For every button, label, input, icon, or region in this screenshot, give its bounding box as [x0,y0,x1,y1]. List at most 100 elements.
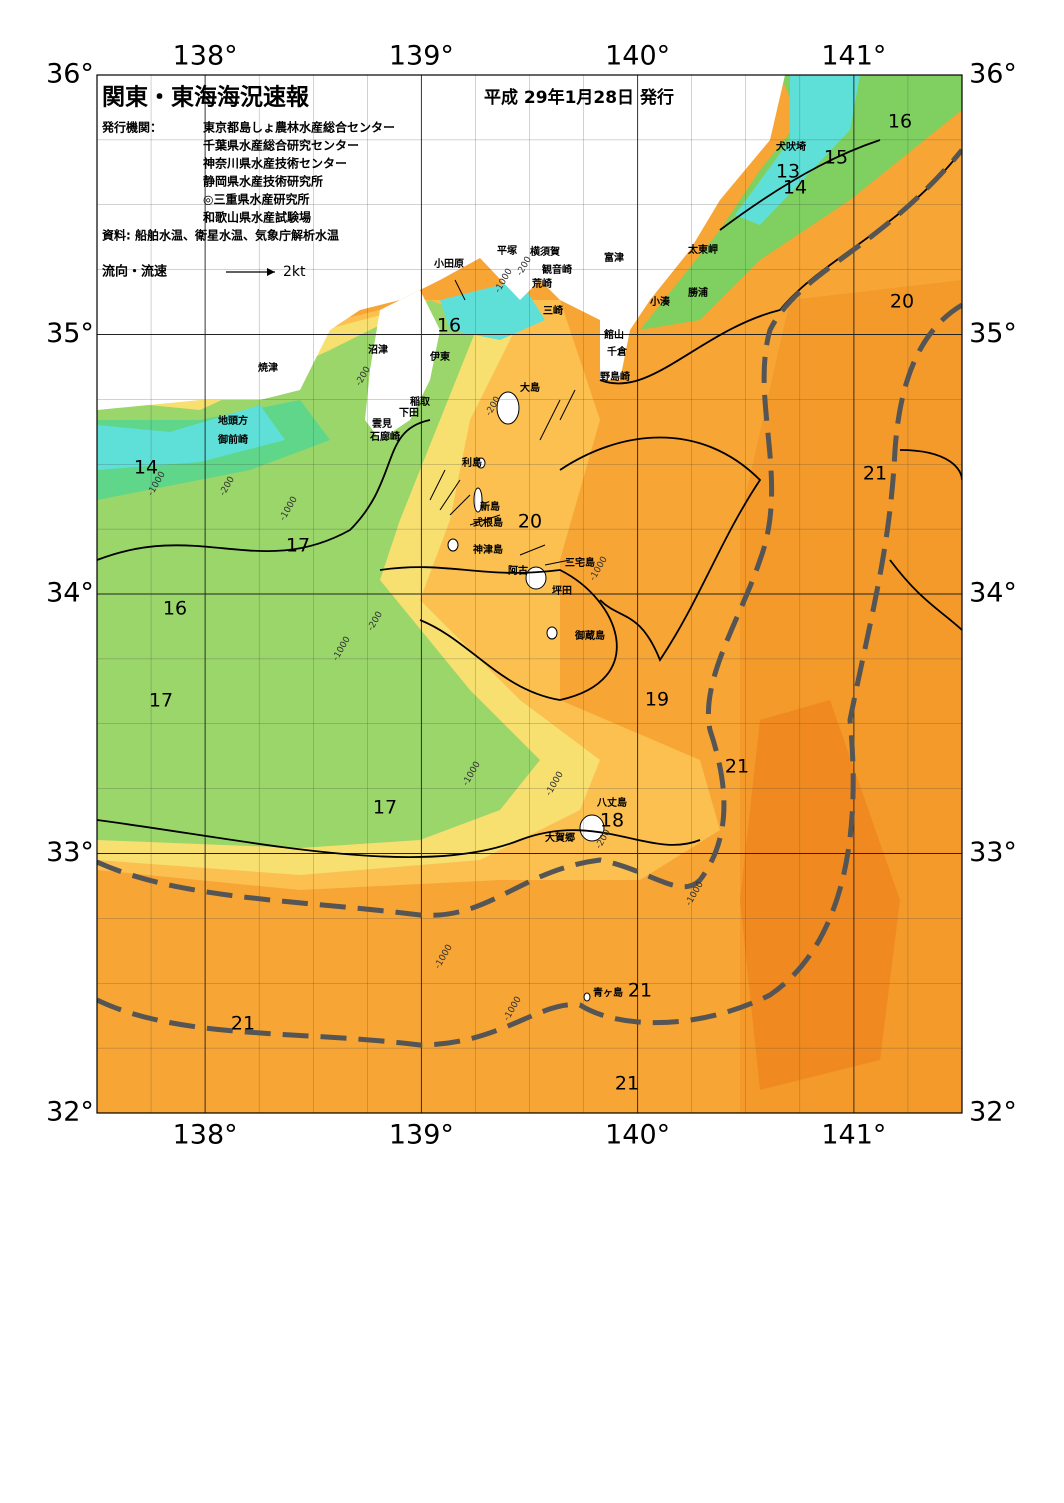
lat-tick-label: 36° [969,59,1017,90]
island [583,992,591,1002]
place-name: 八丈島 [596,796,627,809]
temperature-label: 21 [628,980,652,1002]
place-name: 犬吠埼 [776,140,806,153]
lon-tick-label: 140° [605,1120,670,1151]
place-name: 新島 [480,500,500,513]
place-name: 青ヶ島 [593,986,623,999]
issuer: 静岡県水産技術研究所 [203,174,323,189]
place-name: 地頭方 [218,414,248,427]
isotherm [97,419,431,561]
legend-label: 流向・流速 [102,264,167,280]
source: 資料: 船舶水温、衛星水温、気象庁解析水温 [102,228,339,243]
kuroshio-path [97,302,962,1048]
issuer-label: 発行機関： [101,120,162,135]
place-name: 雲見 [372,418,392,430]
temperature-label: 21 [231,1013,255,1035]
place-name: 観音崎 [542,263,572,276]
isotherm [97,819,701,858]
lat-tick-label: 34° [969,578,1017,609]
legend-scale: 2kt [283,264,306,280]
temperature-label: 20 [890,291,914,313]
lat-tick-label: 36° [46,59,94,90]
current-axis [97,148,962,1048]
issuer: 和歌山県水産試験場 [202,210,311,225]
temperature-label: 17 [373,797,397,819]
place-name: 式根島 [473,516,503,529]
issuer: 千葉県水産総合研究センター [203,138,359,153]
island [546,626,558,640]
land [97,75,785,410]
place-name: 千倉 [607,345,628,358]
place-name: 大島 [520,381,540,394]
lat-tick-label: 34° [46,578,94,609]
place-name: 御前崎 [217,433,248,446]
place-name: 荒崎 [531,277,552,290]
sea-temperature-map [97,75,962,1113]
temperature-label: 16 [437,315,461,337]
flow-arrows [429,279,576,566]
place-name: 伊東 [429,350,450,363]
place-name: 小田原 [433,257,464,270]
lon-tick-label: 140° [605,41,670,72]
place-name: 勝浦 [688,286,708,299]
lon-tick-label: 141° [821,1120,886,1151]
isotherm [559,436,762,662]
issuer: 東京都島しょ農林水産総合センター [203,120,395,135]
temperature-label: 17 [149,690,173,712]
place-name: 神津島 [473,543,503,556]
islands [447,391,605,1002]
sea-cold-west [97,405,285,470]
temperature-label: 16 [163,598,187,620]
place-name: 下田 [399,407,419,419]
place-name: 利島 [462,456,482,469]
map-frame [96,74,963,1114]
temperature-label: 16 [888,111,912,133]
place-name: 御蔵島 [574,629,605,642]
issuer: ◎三重県水産研究所 [203,192,309,207]
island [476,457,486,469]
temperature-label: 13 [776,161,800,183]
temperature-label: 14 [134,457,158,479]
temperature-label: 19 [645,689,669,711]
place-name: 富津 [604,251,624,264]
island [579,814,605,842]
island [496,391,520,425]
place-name: 稲取 [410,395,431,408]
place-name: 太東岬 [687,243,718,256]
place-name: 石廊崎 [369,430,400,443]
place-name: 阿古 [508,564,528,577]
temperature-label: 18 [600,810,624,832]
temperature-label: 14 [783,177,807,199]
issue-date: 平成 29年1月28日 発行 [484,87,674,108]
sea-warmest [740,700,900,1090]
kuroshio-path [97,148,962,918]
lon-tick-label: 138° [173,41,238,72]
temperature-label: 15 [824,147,848,169]
lat-tick-label: 32° [46,1097,94,1128]
isotherms [97,139,962,858]
place-name: 沼津 [368,343,388,356]
title: 関東・東海海況速報 [102,84,310,111]
lat-tick-label: 33° [46,837,94,868]
sea-cool-north [640,75,962,330]
place-name: 横須賀 [530,245,560,258]
issuer: 神奈川県水産技術センター [203,156,347,171]
place-name: 焼津 [258,361,278,374]
place-name: 小湊 [649,295,671,308]
isotherm [719,139,881,231]
lat-tick-label: 33° [969,837,1017,868]
sea-cold-north [735,75,860,225]
island [447,538,459,552]
place-name: 野島崎 [600,370,630,383]
lat-tick-label: 35° [46,318,94,349]
lon-tick-label: 141° [821,41,886,72]
place-name: 平塚 [497,244,517,257]
lon-tick-label: 139° [389,1120,454,1151]
isotherm [379,566,618,701]
island [473,487,483,513]
place-name: 三崎 [543,304,563,317]
lon-tick-label: 139° [389,41,454,72]
temperature-label: 17 [286,535,310,557]
temperature-label: 21 [725,756,749,778]
